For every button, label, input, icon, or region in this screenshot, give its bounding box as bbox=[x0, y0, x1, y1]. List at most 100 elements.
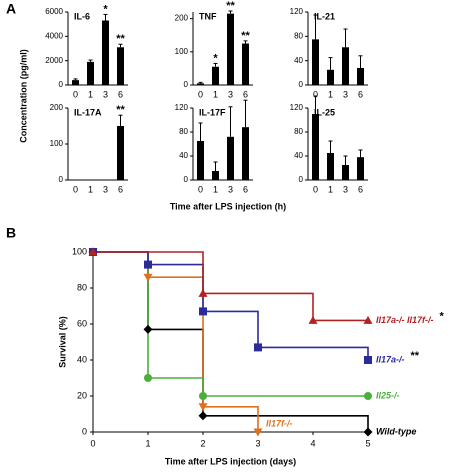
y-tick-label: 0 bbox=[82, 426, 87, 436]
bar bbox=[227, 13, 234, 86]
x-tick-label: 3 bbox=[343, 89, 348, 99]
survival-line bbox=[93, 251, 369, 360]
x-tick-label: 0 bbox=[90, 438, 95, 448]
marker bbox=[254, 343, 262, 352]
y-tick-label: 20 bbox=[77, 390, 87, 400]
y-tick-label: 100 bbox=[72, 246, 87, 256]
legend-label: Il17a-/- bbox=[376, 354, 405, 364]
legend-label: Il17a-/- Il17f-/- bbox=[376, 315, 434, 325]
x-tick-label: 0 bbox=[198, 89, 203, 99]
significance: * bbox=[103, 3, 108, 15]
chart-title: IL-25 bbox=[314, 107, 335, 117]
y-tick-label: 0 bbox=[59, 80, 64, 89]
marker bbox=[144, 260, 152, 269]
bar bbox=[197, 141, 204, 180]
x-tick-label: 3 bbox=[103, 184, 108, 194]
marker bbox=[364, 392, 372, 400]
bar bbox=[117, 47, 124, 85]
legend-label: Wild-type bbox=[376, 426, 416, 436]
significance: ** bbox=[226, 0, 235, 12]
x-tick-label: 6 bbox=[118, 89, 123, 99]
marker bbox=[198, 411, 208, 421]
x-tick-label: 3 bbox=[255, 438, 260, 448]
bar bbox=[197, 83, 204, 85]
x-tick-label: 0 bbox=[198, 184, 203, 194]
marker bbox=[88, 247, 98, 256]
y-tick-label: 100 bbox=[175, 47, 189, 56]
bar bbox=[357, 157, 364, 180]
marker bbox=[199, 307, 207, 316]
bar bbox=[242, 127, 249, 180]
marker bbox=[363, 315, 373, 324]
y-tick-label: 0 bbox=[299, 80, 304, 89]
x-tick-label: 2 bbox=[200, 438, 205, 448]
marker bbox=[253, 428, 263, 437]
bar bbox=[212, 66, 219, 85]
y-axis-label: Survival (%) bbox=[57, 316, 67, 368]
bar bbox=[242, 43, 249, 85]
y-tick-label: 0 bbox=[184, 80, 189, 89]
y-tick-label: 120 bbox=[175, 103, 189, 112]
bar bbox=[227, 136, 234, 180]
y-tick-label: 40 bbox=[294, 151, 303, 160]
bar bbox=[72, 80, 79, 85]
y-tick-label: 2000 bbox=[45, 56, 63, 65]
marker bbox=[143, 324, 153, 334]
x-tick-label: 0 bbox=[313, 89, 318, 99]
y-tick-label: 80 bbox=[77, 282, 87, 292]
legend-label: Il17f-/- bbox=[266, 418, 293, 428]
marker bbox=[199, 392, 207, 400]
bar bbox=[342, 47, 349, 85]
y-tick-label: 120 bbox=[290, 103, 304, 112]
x-axis-label: Time after LPS injection (days) bbox=[165, 456, 296, 466]
y-axis-label: Concentration (pg/ml) bbox=[18, 49, 28, 143]
significance: * bbox=[440, 310, 445, 322]
x-tick-label: 1 bbox=[88, 89, 93, 99]
y-tick-label: 120 bbox=[290, 7, 304, 16]
significance: * bbox=[213, 52, 218, 64]
x-tick-label: 0 bbox=[73, 184, 78, 194]
survival-line bbox=[93, 251, 369, 432]
x-tick-label: 3 bbox=[343, 184, 348, 194]
marker bbox=[364, 356, 372, 364]
x-tick-label: 6 bbox=[358, 89, 363, 99]
x-tick-label: 4 bbox=[310, 438, 315, 448]
x-tick-label: 1 bbox=[213, 184, 218, 194]
x-tick-label: 6 bbox=[243, 89, 248, 99]
bar bbox=[312, 39, 319, 85]
y-tick-label: 80 bbox=[294, 31, 303, 40]
x-tick-label: 5 bbox=[365, 438, 370, 448]
y-tick-label: 60 bbox=[77, 318, 87, 328]
significance: ** bbox=[116, 33, 125, 45]
x-tick-label: 0 bbox=[313, 184, 318, 194]
marker bbox=[198, 288, 208, 297]
significance: ** bbox=[116, 104, 125, 116]
survival-line bbox=[93, 251, 368, 397]
y-tick-label: 100 bbox=[50, 139, 64, 148]
marker bbox=[144, 374, 152, 382]
y-tick-label: 40 bbox=[179, 151, 188, 160]
bar bbox=[357, 67, 364, 85]
y-tick-label: 0 bbox=[299, 175, 304, 184]
bar bbox=[117, 126, 124, 180]
chart-title: IL-17A bbox=[74, 107, 102, 117]
y-tick-label: 4000 bbox=[45, 31, 63, 40]
y-tick-label: 0 bbox=[184, 175, 189, 184]
bar bbox=[327, 69, 334, 85]
bar bbox=[327, 153, 334, 180]
x-tick-label: 6 bbox=[118, 184, 123, 194]
chart-title: IL-6 bbox=[74, 11, 90, 21]
survival-line bbox=[93, 251, 368, 322]
y-tick-label: 200 bbox=[175, 14, 189, 23]
x-tick-label: 3 bbox=[228, 89, 233, 99]
significance: ** bbox=[241, 30, 250, 42]
bar bbox=[212, 171, 219, 180]
y-tick-label: 80 bbox=[179, 127, 188, 136]
x-tick-label: 3 bbox=[228, 184, 233, 194]
survival-line bbox=[93, 251, 259, 432]
bar bbox=[312, 114, 319, 180]
marker bbox=[308, 315, 318, 324]
y-tick-label: 0 bbox=[59, 175, 64, 184]
marker bbox=[363, 427, 373, 437]
